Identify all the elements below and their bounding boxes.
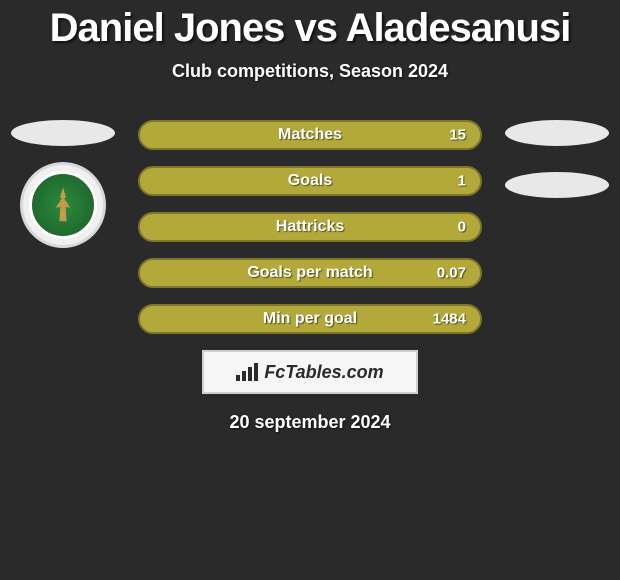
bar-chart-icon <box>236 363 258 381</box>
stat-value: 0.07 <box>437 265 466 282</box>
player-photo-placeholder <box>11 120 115 146</box>
stat-row: Min per goal 1484 <box>138 304 482 334</box>
stat-label: Goals <box>288 172 332 190</box>
stat-label: Min per goal <box>263 310 357 328</box>
stat-value: 15 <box>449 127 466 144</box>
stat-row: Matches 15 <box>138 120 482 150</box>
brand-text: FcTables.com <box>264 362 383 383</box>
comparison-content: Matches 15 Goals 1 Hattricks 0 Goals per… <box>0 120 620 433</box>
stat-row: Goals 1 <box>138 166 482 196</box>
right-player-column <box>502 120 612 214</box>
brand-box[interactable]: FcTables.com <box>202 350 418 394</box>
date-text: 20 september 2024 <box>0 412 620 433</box>
stat-value: 1484 <box>433 311 466 328</box>
club-badge-placeholder <box>505 172 609 198</box>
stat-label: Hattricks <box>276 218 344 236</box>
stat-row: Goals per match 0.07 <box>138 258 482 288</box>
stat-row: Hattricks 0 <box>138 212 482 242</box>
club-badge-inner <box>29 171 97 239</box>
stat-value: 0 <box>458 219 466 236</box>
stat-label: Matches <box>278 126 342 144</box>
subtitle: Club competitions, Season 2024 <box>0 61 620 82</box>
player-photo-placeholder <box>505 120 609 146</box>
left-player-column <box>8 120 118 248</box>
page-title: Daniel Jones vs Aladesanusi <box>0 0 620 51</box>
stat-label: Goals per match <box>247 264 372 282</box>
stat-value: 1 <box>458 173 466 190</box>
club-badge <box>20 162 106 248</box>
stat-bars: Matches 15 Goals 1 Hattricks 0 Goals per… <box>138 120 482 334</box>
